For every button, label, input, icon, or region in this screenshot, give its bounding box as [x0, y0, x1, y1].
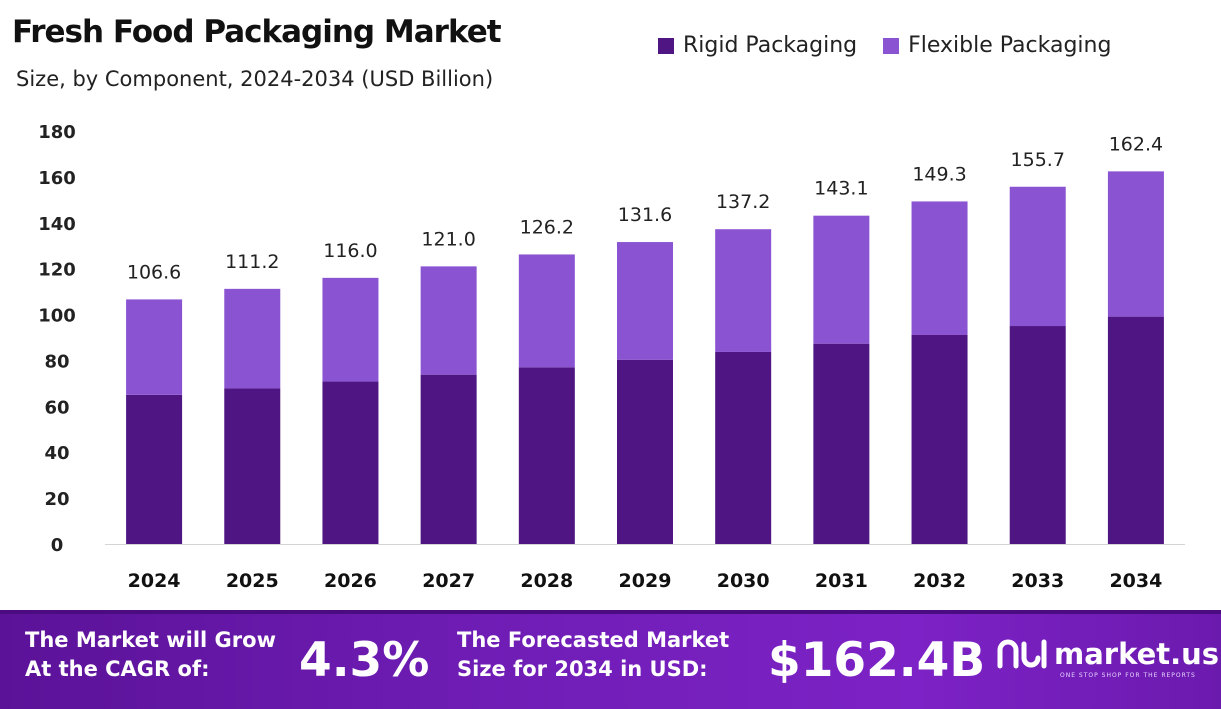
data-label-total-2024: 106.6 — [127, 261, 181, 283]
x-tick-label-2033: 2033 — [1011, 570, 1064, 592]
x-tick-label-2025: 2025 — [226, 570, 279, 592]
bar-rigid-2025 — [224, 388, 281, 544]
bar-flexible-2034 — [1107, 171, 1164, 317]
legend-swatch-rigid — [658, 37, 674, 54]
cagr-caption: The Market will Grow At the CAGR of: — [25, 626, 276, 684]
cagr-caption-line2: At the CAGR of: — [25, 657, 210, 681]
forecast-caption-line1: The Forecasted Market — [457, 628, 730, 652]
y-tick-label: 180 — [38, 122, 76, 143]
data-label-total-2033: 155.7 — [1011, 149, 1065, 171]
y-tick-label: 160 — [38, 168, 76, 189]
bar-flexible-2032 — [911, 201, 968, 335]
market-us-logo: market.us — [996, 636, 1219, 672]
market-us-logo-text: market.us — [1054, 637, 1220, 671]
x-tick-label-2032: 2032 — [913, 570, 966, 592]
bar-rigid-2033 — [1009, 326, 1066, 544]
legend-item-flexible: Flexible Packaging — [883, 33, 1111, 58]
bar-rigid-2026 — [322, 381, 379, 544]
x-tick-label-2027: 2027 — [422, 570, 475, 592]
cagr-caption-line1: The Market will Grow — [25, 628, 276, 652]
bar-rigid-2027 — [420, 374, 477, 544]
y-tick-label: 0 — [51, 535, 64, 556]
x-tick-label-2031: 2031 — [815, 570, 868, 592]
market-us-tagline: ONE STOP SHOP FOR THE REPORTS — [1060, 672, 1196, 679]
bar-rigid-2029 — [617, 359, 673, 544]
bar-flexible-2030 — [715, 229, 772, 352]
data-label-total-2030: 137.2 — [716, 191, 770, 213]
bar-chart: 0 20 40 60 80 100 120 140 160 180 106.6 2024 111.2 20… — [38, 122, 1185, 592]
forecast-caption: The Forecasted Market Size for 2034 in U… — [457, 626, 729, 684]
y-tick-label: 100 — [38, 306, 76, 327]
bar-flexible-2029 — [617, 242, 673, 360]
y-tick-label: 120 — [38, 260, 76, 281]
y-tick-label: 80 — [44, 351, 69, 372]
data-label-total-2025: 111.2 — [225, 251, 279, 273]
forecast-caption-line2: Size for 2034 in USD: — [457, 657, 708, 681]
market-us-logo-icon — [997, 639, 1047, 669]
cagr-value: 4.3% — [299, 633, 430, 688]
legend-item-rigid: Rigid Packaging — [658, 33, 857, 58]
chart-title: Fresh Food Packaging Market — [12, 14, 502, 50]
bar-rigid-2034 — [1107, 316, 1164, 544]
x-tick-label-2026: 2026 — [324, 570, 377, 592]
x-tick-label-2029: 2029 — [619, 570, 672, 592]
bar-flexible-2025 — [224, 288, 281, 389]
summary-banner: The Market will Grow At the CAGR of: 4.3… — [0, 610, 1221, 709]
x-tick-label-2028: 2028 — [520, 570, 573, 592]
forecast-value: $162.4B — [768, 633, 986, 688]
data-label-total-2032: 149.3 — [912, 163, 966, 185]
bar-flexible-2031 — [813, 215, 870, 344]
chart-legend: Rigid Packaging Flexible Packaging — [658, 33, 1137, 58]
bar-rigid-2024 — [126, 394, 183, 544]
legend-label-flexible: Flexible Packaging — [908, 33, 1112, 58]
x-tick-label-2024: 2024 — [128, 570, 181, 592]
legend-label-rigid: Rigid Packaging — [683, 33, 858, 58]
y-tick-label: 40 — [44, 443, 69, 464]
data-label-total-2026: 116.0 — [323, 240, 377, 262]
y-tick-label: 60 — [44, 397, 69, 418]
data-label-total-2031: 143.1 — [814, 178, 868, 200]
legend-swatch-flexible — [883, 37, 900, 54]
chart-subtitle: Size, by Component, 2024-2034 (USD Billi… — [16, 67, 494, 91]
bar-flexible-2026 — [322, 277, 379, 382]
bar-flexible-2024 — [126, 299, 183, 395]
data-label-total-2034: 162.4 — [1109, 133, 1163, 155]
x-tick-label-2034: 2034 — [1109, 570, 1162, 592]
y-tick-label: 140 — [38, 214, 76, 235]
bar-rigid-2030 — [715, 351, 772, 544]
bar-flexible-2033 — [1009, 186, 1066, 327]
bar-rigid-2032 — [911, 334, 968, 544]
y-tick-label: 20 — [44, 489, 69, 510]
bar-rigid-2028 — [518, 367, 575, 544]
bar-flexible-2028 — [518, 254, 575, 368]
bar-rigid-2031 — [813, 343, 870, 544]
data-label-total-2028: 126.2 — [520, 216, 574, 238]
data-label-total-2029: 131.6 — [618, 204, 672, 226]
bar-flexible-2027 — [420, 266, 477, 375]
data-label-total-2027: 121.0 — [421, 228, 475, 250]
x-tick-label-2030: 2030 — [717, 570, 770, 592]
